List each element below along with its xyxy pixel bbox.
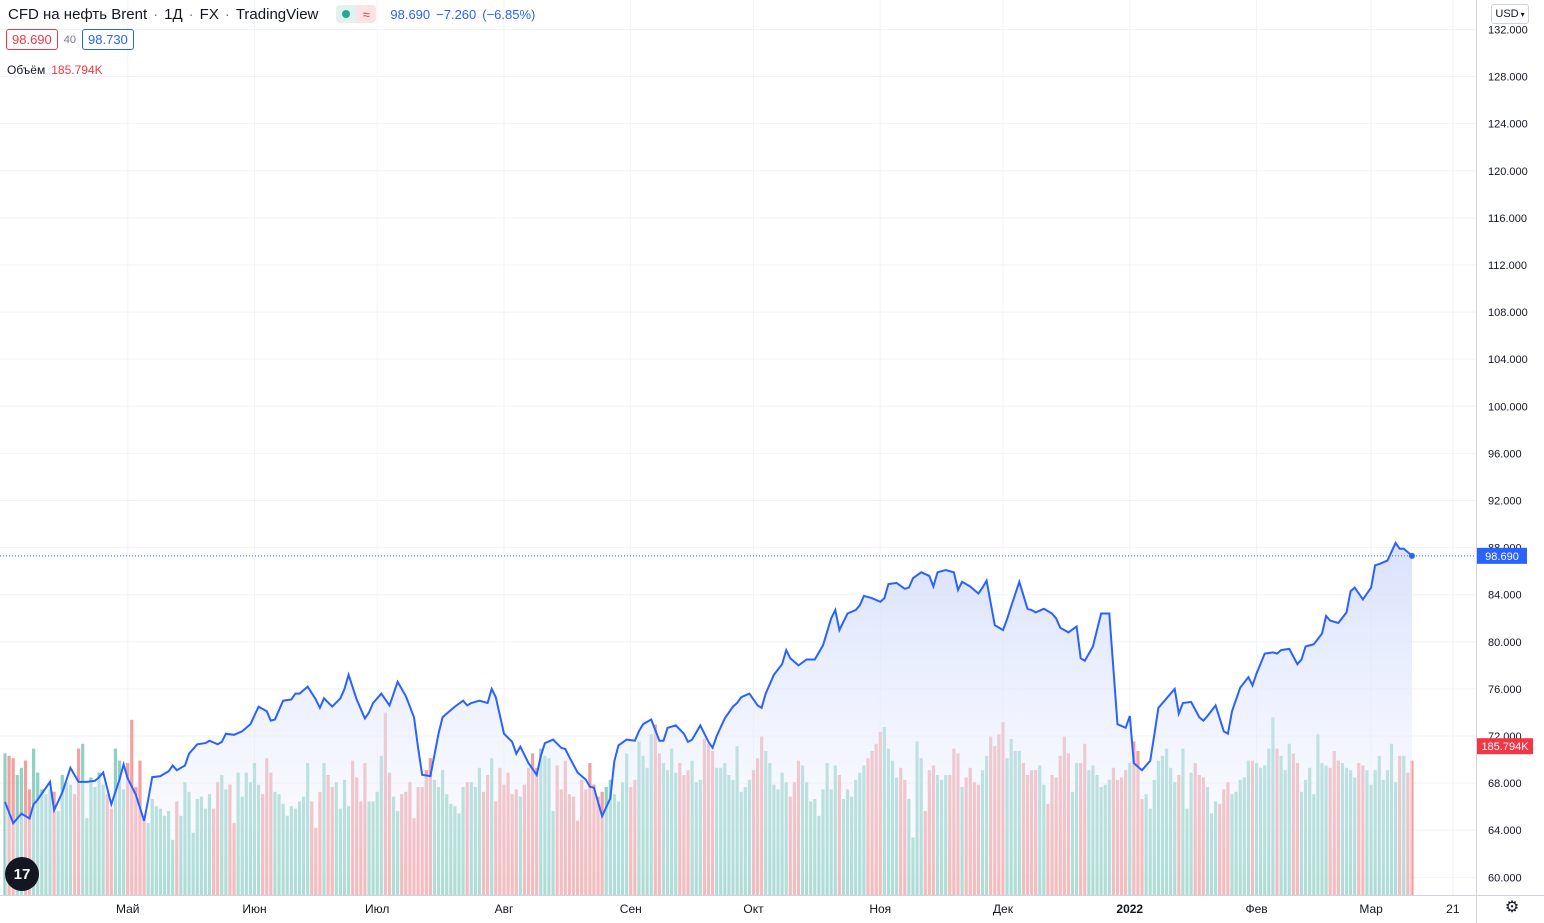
price-tick-label: 60.000 (1488, 872, 1522, 884)
separator: · (153, 5, 159, 23)
volume-value: 185.794K (51, 63, 103, 77)
time-tick-label: Июл (365, 902, 389, 916)
time-tick-label: 2022 (1116, 902, 1143, 916)
last-price-tag-label: 98.690 (1485, 551, 1519, 563)
tradingview-logo-icon[interactable]: 17 (5, 857, 39, 891)
price-tick-label: 116.000 (1488, 213, 1527, 225)
time-tick-label: Фев (1245, 902, 1267, 916)
volume-label: Объём (7, 63, 46, 77)
sell-button[interactable]: 98.690 (6, 29, 58, 50)
volume-legend[interactable]: Объём 185.794K (7, 63, 103, 77)
time-tick-label: Сен (620, 902, 642, 916)
price-tick-label: 100.000 (1488, 401, 1528, 413)
price-area-fill (5, 542, 1412, 895)
gear-icon[interactable]: ⚙ (1504, 899, 1520, 916)
price-tick-label: 124.000 (1488, 119, 1528, 131)
price-tick-label: 80.000 (1488, 637, 1522, 649)
price-tick-label: 84.000 (1488, 590, 1522, 602)
price-tick-label: 96.000 (1488, 448, 1522, 460)
price-tick-label: 112.000 (1488, 260, 1527, 272)
time-tick-label: Мар (1359, 902, 1383, 916)
time-tick-label: Ноя (869, 902, 891, 916)
price-line (4, 540, 1413, 826)
buy-button[interactable]: 98.730 (82, 29, 134, 50)
price-tick-label: 104.000 (1488, 354, 1528, 366)
spread-value: 40 (63, 33, 77, 46)
price-axis[interactable]: 60.00064.00068.00072.00076.00080.00084.0… (1476, 0, 1528, 923)
chart-header: CFD на нефть Brent · 1Д · FX · TradingVi… (8, 4, 535, 24)
time-tick-label: Окт (743, 902, 764, 916)
time-tick-label: Авг (495, 902, 514, 916)
time-tick-label: Дек (993, 902, 1014, 916)
chevron-down-icon: ▾ (1520, 9, 1525, 19)
header-price: 98.690 (390, 6, 431, 22)
last-volume-tag-label: 185.794K (1481, 741, 1529, 753)
exchange-label: FX (199, 5, 219, 23)
price-tick-label: 68.000 (1488, 778, 1522, 790)
header-change-percent: (−6.85%) (482, 6, 536, 22)
symbol-title[interactable]: CFD на нефть Brent (8, 5, 148, 23)
price-tick-label: 120.000 (1488, 166, 1528, 178)
separator: · (188, 5, 194, 23)
price-tick-label: 128.000 (1488, 72, 1528, 84)
time-tick-label: Май (116, 902, 140, 916)
source-label: TradingView (235, 5, 319, 23)
currency-label: USD (1495, 8, 1519, 20)
time-tick-label: Июн (242, 902, 266, 916)
last-volume-tag (1477, 738, 1533, 755)
market-status[interactable]: ≈ (336, 5, 377, 23)
last-price-tag (1477, 547, 1527, 564)
quote-row: 98.690 40 98.730 (6, 29, 134, 50)
time-tick-label: 21 (1446, 902, 1460, 916)
separator: · (224, 5, 230, 23)
time-axis[interactable]: Май Июн Июл Авг Сен Окт Ноя Дек 2022 Фев Мар 21 (0, 895, 1544, 917)
price-tick-label: 76.000 (1488, 684, 1522, 696)
interval-label[interactable]: 1Д (164, 5, 183, 23)
last-price-dot (1408, 552, 1415, 559)
delayed-data-icon: ≈ (356, 5, 377, 23)
price-tick-label: 132.000 (1488, 24, 1528, 36)
currency-button[interactable]: USD ▾ (1491, 4, 1529, 24)
header-change: −7.260 (436, 6, 477, 22)
price-tick-label: 108.000 (1488, 307, 1528, 319)
market-open-icon (336, 5, 357, 23)
price-tick-label: 64.000 (1488, 825, 1522, 837)
axis-tags: 98.690 185.794K (1477, 547, 1533, 755)
price-tick-label: 92.000 (1488, 495, 1522, 507)
